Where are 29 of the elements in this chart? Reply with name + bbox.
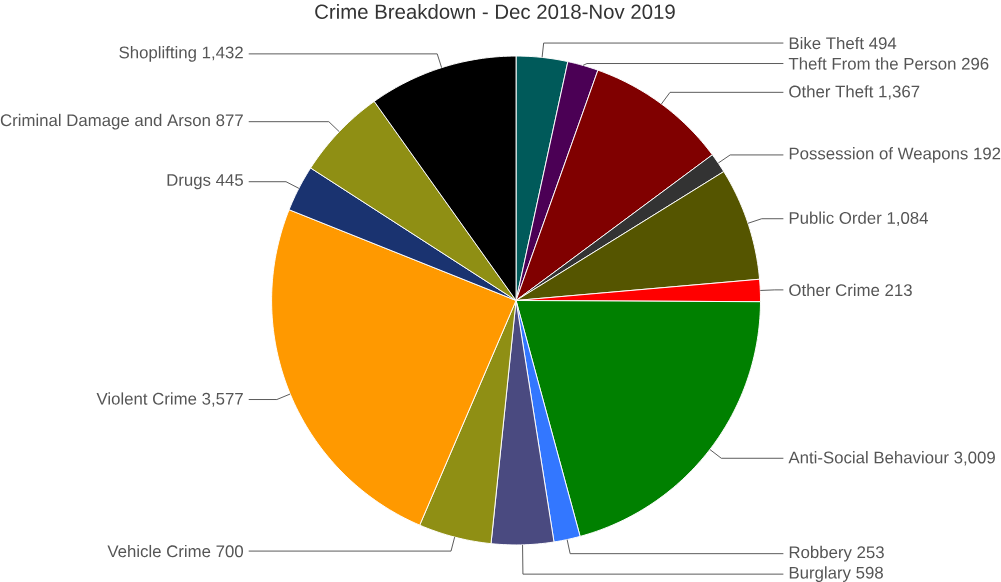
data-label: 494 (869, 37, 897, 50)
slice-label: Criminal Damage and Arson (0, 113, 210, 130)
slice-label: Theft From the Person (788, 57, 956, 70)
slice-label: Anti-Social Behaviour (788, 451, 949, 464)
data-label: 253 (857, 546, 884, 559)
data-label: 700 (216, 545, 244, 558)
data-label: 1,367 (879, 85, 920, 100)
data-label: 3,577 (202, 392, 243, 407)
slice-label: Robbery (789, 545, 852, 562)
data-label: 1,084 (887, 212, 928, 226)
chart-title: Crime Breakdown - Dec 2018-Nov 2019 (315, 4, 675, 19)
data-label: 445 (216, 174, 243, 186)
data-label: 296 (961, 57, 989, 70)
slice-label: Violent Crime (96, 392, 197, 405)
data-label: 1,432 (202, 46, 243, 61)
slice-label: Other Theft (789, 85, 874, 98)
slice-label: Burglary (789, 566, 851, 582)
slice-label: Public Order (789, 211, 882, 224)
slice-label: Drugs (167, 174, 211, 190)
slice-label: Shoplifting (119, 46, 196, 62)
slice-label: Other Crime (789, 283, 880, 297)
slice-label: Vehicle Crime (107, 544, 211, 558)
data-label: 213 (885, 284, 912, 297)
data-label: 3,009 (954, 451, 995, 466)
data-label: 598 (856, 566, 883, 579)
slice-label: Possession of Weapons (789, 147, 968, 163)
slice-label: Bike Theft (789, 36, 864, 50)
data-label: 877 (216, 114, 243, 127)
data-label: 192 (974, 147, 1001, 160)
